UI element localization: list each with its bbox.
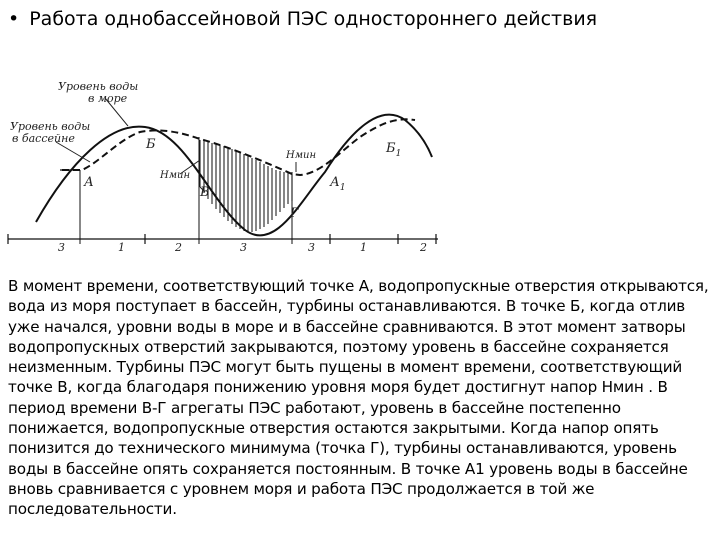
phase-numbers: 3 1 2 3 3 1 2 [58, 241, 427, 254]
point-v-label: В [199, 185, 210, 200]
label-leaders [55, 97, 297, 193]
phase-number: 1 [118, 241, 125, 254]
sea-level-label-2: в море [88, 92, 128, 105]
sea-level-curve [35, 113, 433, 237]
title-text: Работа однобассейновой ПЭС одностороннег… [29, 8, 598, 30]
hmin-label-right: Hмин [285, 150, 316, 161]
phase-number: 3 [58, 241, 65, 254]
point-g-label: Г [289, 206, 299, 221]
turbine-operation-hatching [199, 140, 293, 232]
hmin-label: Hмин [159, 170, 190, 181]
phase-number: 2 [419, 241, 427, 254]
point-b1-label: Б1 [385, 141, 401, 159]
phase-number: 2 [174, 241, 182, 254]
tidal-plant-diagram: Уровень воды в море Уровень воды в бассе… [0, 62, 460, 262]
point-a1-label: А1 [329, 175, 346, 193]
basin-level-label-2: в бассейне [12, 132, 75, 145]
diagram-svg: Уровень воды в море Уровень воды в бассе… [7, 80, 438, 254]
basin-level-curve [62, 118, 416, 177]
slide-title: • Работа однобассейновой ПЭС односторонне… [8, 6, 713, 32]
point-b-label: Б [145, 137, 156, 152]
basin-level-label: Уровень воды [10, 120, 90, 133]
phase-number: 3 [240, 241, 247, 254]
time-axis [7, 137, 438, 244]
phase-number: 1 [360, 241, 367, 254]
title-bullet: • [8, 8, 20, 30]
description-paragraph: В момент времени, соответствующий точке … [8, 277, 709, 519]
sea-level-label: Уровень воды [58, 80, 138, 93]
point-a-label: А [83, 175, 94, 190]
phase-number: 3 [308, 241, 315, 254]
